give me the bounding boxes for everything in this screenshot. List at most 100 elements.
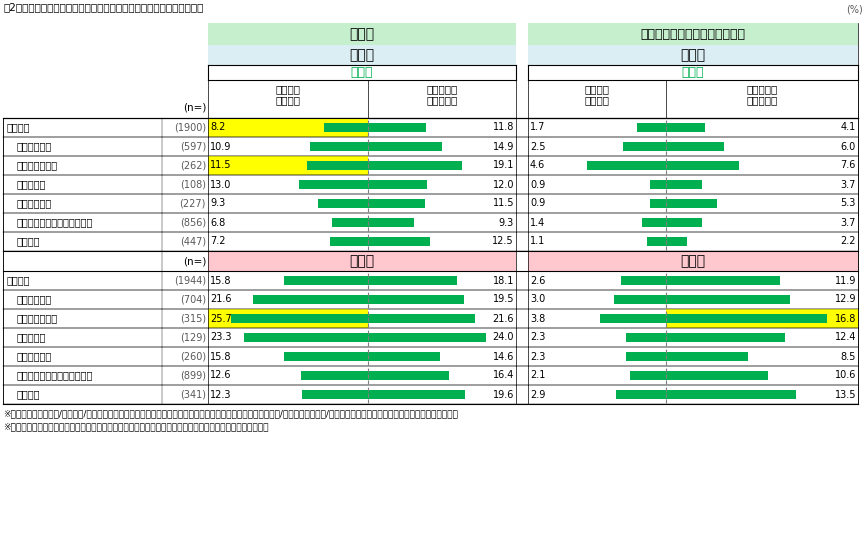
Text: 12.5: 12.5 (492, 236, 514, 246)
Text: (129): (129) (179, 333, 206, 343)
Bar (626, 351, 666, 361)
Text: 11.5: 11.5 (210, 161, 231, 170)
Bar (368, 179, 427, 189)
Text: 19.1: 19.1 (492, 161, 514, 170)
Text: 増えた: 増えた (681, 66, 704, 79)
Bar (368, 351, 440, 361)
Bar (666, 199, 717, 208)
Text: 16.8: 16.8 (835, 314, 856, 323)
Bar (666, 141, 724, 151)
Bar (647, 236, 666, 246)
Text: 末子中高生: 末子中高生 (17, 333, 46, 343)
Text: 0.9: 0.9 (530, 179, 545, 190)
Text: 21.6: 21.6 (492, 314, 514, 323)
Bar (623, 141, 666, 151)
Text: 流行前に
戻りたい: 流行前に 戻りたい (276, 84, 301, 106)
Bar (368, 236, 430, 246)
Text: (1900): (1900) (174, 123, 206, 133)
Bar (310, 141, 368, 151)
Text: 10.6: 10.6 (835, 371, 856, 381)
Bar (587, 161, 666, 170)
Text: 2.2: 2.2 (840, 236, 856, 246)
Bar (3, 271, 858, 290)
Text: 今の状態の
ままが良い: 今の状態の ままが良い (746, 84, 778, 106)
Bar (642, 218, 666, 228)
Bar (208, 156, 368, 175)
Bar (329, 236, 368, 246)
Bar (284, 351, 368, 361)
Bar (666, 276, 780, 285)
Text: 15.8: 15.8 (210, 276, 231, 285)
Text: (315): (315) (179, 314, 206, 323)
Text: ※「行動変化（減った/変らない/増えた　より単一回答）」と、「今の状態を続けたいか（今の状態のままが良い/流行前に戻りたい/どちらでもない　より単一回答）」の組: ※「行動変化（減った/変らない/増えた より単一回答）」と、「今の状態を続けたい… (3, 409, 458, 418)
Text: 11.9: 11.9 (835, 276, 856, 285)
Text: 3.7: 3.7 (841, 179, 856, 190)
Bar (307, 161, 368, 170)
Bar (616, 389, 666, 399)
Bar (666, 218, 701, 228)
Bar (208, 118, 368, 137)
Text: 16.4: 16.4 (492, 371, 514, 381)
Bar (368, 276, 457, 285)
Bar (3, 232, 858, 251)
Bar (208, 23, 516, 45)
Text: 12.6: 12.6 (210, 371, 231, 381)
Bar (666, 236, 688, 246)
Text: 末子小学生以下: 末子小学生以下 (17, 161, 58, 170)
Bar (368, 295, 464, 305)
Text: (899): (899) (180, 371, 206, 381)
Bar (3, 118, 858, 137)
Text: 18.1: 18.1 (492, 276, 514, 285)
Text: 12.0: 12.0 (492, 179, 514, 190)
Text: 2.5: 2.5 (530, 141, 545, 151)
Bar (3, 328, 858, 347)
Text: 3.7: 3.7 (841, 217, 856, 228)
Text: 1.1: 1.1 (530, 236, 545, 246)
Bar (666, 309, 858, 328)
Text: 女　性: 女 性 (681, 254, 706, 268)
Bar (650, 199, 666, 208)
Text: 4.6: 4.6 (530, 161, 545, 170)
Text: (227): (227) (179, 199, 206, 208)
Text: 7.6: 7.6 (841, 161, 856, 170)
Text: 13.5: 13.5 (835, 389, 856, 399)
Bar (3, 156, 858, 175)
Text: 流行前に
戻りたい: 流行前に 戻りたい (584, 84, 610, 106)
Text: 8.5: 8.5 (841, 351, 856, 361)
Text: 19.6: 19.6 (492, 389, 514, 399)
Bar (3, 213, 858, 232)
Text: 19.5: 19.5 (492, 294, 514, 305)
Bar (324, 123, 368, 133)
Text: 14.9: 14.9 (492, 141, 514, 151)
Bar (368, 161, 462, 170)
Text: 24.0: 24.0 (492, 333, 514, 343)
Text: 23.3: 23.3 (210, 333, 231, 343)
Bar (3, 366, 858, 385)
Bar (3, 290, 858, 309)
Text: 女性全体: 女性全体 (7, 276, 30, 285)
Text: 10.9: 10.9 (210, 141, 231, 151)
Bar (601, 314, 666, 323)
Bar (368, 123, 427, 133)
Text: ２人以上世帯で同居子供なし: ２人以上世帯で同居子供なし (17, 217, 94, 228)
Text: 今の状態の
ままが良い: 今の状態の ままが良い (427, 84, 458, 106)
Text: (1944): (1944) (174, 276, 206, 285)
Text: 11.8: 11.8 (492, 123, 514, 133)
Text: 女　性: 女 性 (349, 254, 375, 268)
Bar (666, 161, 739, 170)
Text: 0.9: 0.9 (530, 199, 545, 208)
Text: 末子学生以上: 末子学生以上 (17, 351, 52, 361)
Text: (%): (%) (846, 4, 863, 14)
Text: 12.3: 12.3 (210, 389, 231, 399)
Bar (332, 218, 368, 228)
Text: 4.1: 4.1 (841, 123, 856, 133)
Text: 2.1: 2.1 (530, 371, 545, 381)
Bar (318, 199, 368, 208)
Bar (621, 276, 666, 285)
Text: (447): (447) (179, 236, 206, 246)
Text: 11.5: 11.5 (492, 199, 514, 208)
Bar (368, 218, 414, 228)
Text: 9.3: 9.3 (210, 199, 225, 208)
Bar (629, 371, 666, 381)
Text: 12.4: 12.4 (835, 333, 856, 343)
